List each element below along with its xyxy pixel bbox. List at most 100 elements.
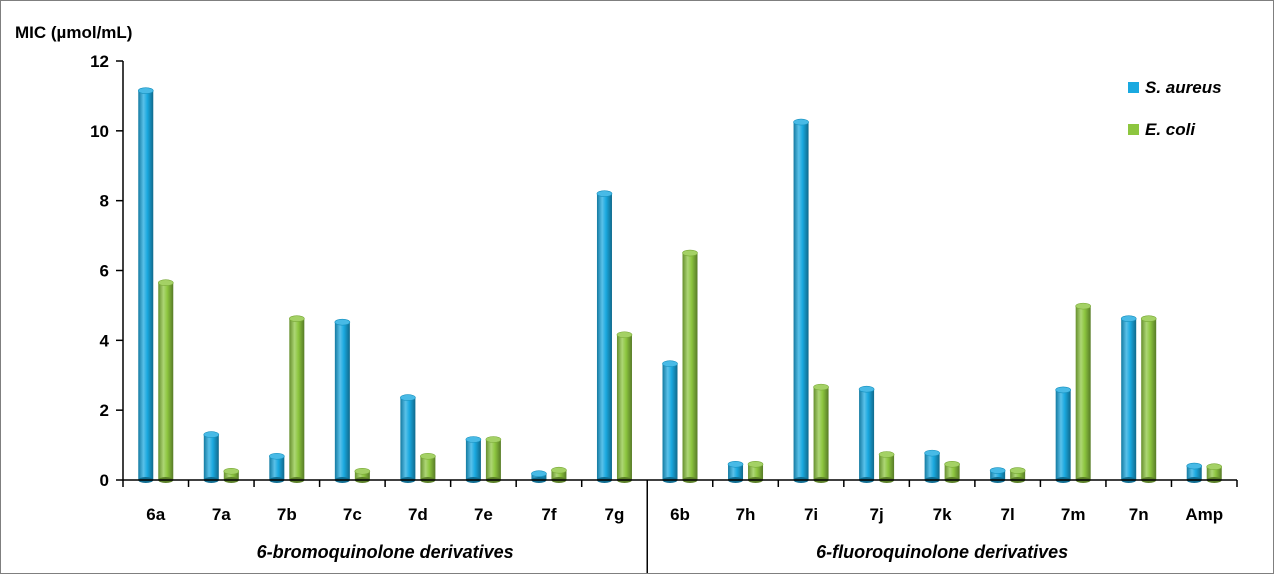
bar-top bbox=[727, 460, 744, 468]
bar-7j-e-coli bbox=[878, 451, 895, 483]
bar-top bbox=[878, 451, 895, 458]
legend-label: E. coli bbox=[1145, 120, 1196, 139]
legend-swatch bbox=[1128, 82, 1139, 93]
bar-top bbox=[1140, 315, 1157, 322]
x-tick-label: 7h bbox=[736, 505, 756, 524]
bar-top bbox=[400, 394, 416, 401]
bar-top bbox=[682, 249, 698, 257]
bar-body bbox=[596, 193, 612, 480]
bar-body bbox=[1206, 466, 1222, 480]
bar-7j-s-aureus bbox=[858, 385, 875, 483]
x-tick-label: 7c bbox=[343, 505, 362, 524]
x-tick-label: 7k bbox=[933, 505, 952, 524]
bar-body bbox=[1055, 389, 1071, 480]
x-tick-label: 7l bbox=[1001, 505, 1015, 524]
bar-top bbox=[1055, 386, 1071, 394]
bar-top bbox=[1075, 302, 1091, 310]
bar-6a-s-aureus bbox=[137, 87, 154, 483]
bar-top bbox=[662, 360, 678, 368]
bar-body bbox=[223, 471, 239, 480]
bar-body bbox=[859, 389, 875, 480]
y-tick-label: 10 bbox=[90, 122, 109, 141]
legend-label: S. aureus bbox=[1145, 78, 1222, 97]
bar-top bbox=[531, 470, 547, 478]
bar-body bbox=[138, 90, 154, 480]
bar-body bbox=[203, 434, 219, 480]
x-tick-label: 7n bbox=[1129, 505, 1149, 524]
bar-body bbox=[1186, 466, 1202, 480]
bar-7k-s-aureus bbox=[924, 449, 940, 483]
bar-top bbox=[465, 436, 482, 443]
bar-7e-e-coli bbox=[485, 436, 502, 483]
bar-top bbox=[269, 452, 285, 460]
bar-7a-e-coli bbox=[223, 467, 240, 483]
bar-top bbox=[747, 460, 764, 468]
bar-7g-s-aureus bbox=[596, 190, 613, 483]
bar-top bbox=[924, 449, 940, 457]
x-tick-label: Amp bbox=[1185, 505, 1223, 524]
y-tick-label: 8 bbox=[100, 192, 109, 211]
bar-top bbox=[157, 279, 174, 287]
bar-top bbox=[551, 466, 567, 474]
bar-6b-e-coli bbox=[682, 249, 698, 483]
bar-body bbox=[616, 334, 632, 480]
x-tick-label: 7m bbox=[1061, 505, 1086, 524]
bar-7b-e-coli bbox=[289, 315, 305, 483]
bar-top bbox=[289, 315, 305, 322]
bar-7f-s-aureus bbox=[531, 470, 547, 483]
bar-body bbox=[289, 318, 305, 480]
bar-body bbox=[990, 470, 1006, 480]
bar-body bbox=[158, 282, 174, 480]
bar-body bbox=[1010, 470, 1026, 480]
bar-7k-e-coli bbox=[944, 460, 960, 483]
x-tick-label: 6b bbox=[670, 505, 690, 524]
x-tick-label: 7f bbox=[541, 505, 556, 524]
bar-body bbox=[485, 439, 501, 480]
y-tick-label: 12 bbox=[90, 52, 109, 71]
bar-top bbox=[1186, 462, 1203, 470]
bar-top bbox=[420, 452, 436, 460]
bar-body bbox=[1121, 318, 1137, 480]
y-tick-label: 0 bbox=[100, 471, 109, 490]
bar-top bbox=[485, 436, 502, 443]
bar-body bbox=[728, 464, 744, 480]
bar-7m-e-coli bbox=[1075, 302, 1091, 483]
bar-7g-e-coli bbox=[616, 331, 633, 483]
bar-body bbox=[924, 453, 940, 480]
bar-7n-s-aureus bbox=[1120, 315, 1137, 483]
bar-7a-s-aureus bbox=[203, 431, 220, 483]
bar-body bbox=[1075, 306, 1091, 480]
x-axis: 6a 7a 7b 7c 7d 7e 7f 7g 6b 7h 7i 7j 7k 7l 7m 7n Amp 6-bro… bbox=[122, 479, 1238, 573]
x-tick-label: 7i bbox=[804, 505, 818, 524]
bar-body bbox=[662, 363, 678, 480]
y-axis: 0 2 4 6 8 10 12 bbox=[90, 52, 124, 490]
bar-top bbox=[596, 190, 613, 197]
bar-body bbox=[334, 322, 350, 480]
bars bbox=[137, 87, 1223, 483]
bar-body bbox=[465, 439, 481, 480]
bar-top bbox=[137, 87, 154, 94]
bar-body bbox=[682, 253, 698, 480]
x-tick-label: 6a bbox=[146, 505, 165, 524]
bar-7i-e-coli bbox=[813, 383, 829, 483]
bar-7i-s-aureus bbox=[793, 118, 809, 483]
x-tick-label: 7b bbox=[277, 505, 297, 524]
bar-6b-s-aureus bbox=[662, 360, 678, 483]
bar-7c-e-coli bbox=[354, 467, 371, 483]
bar-top bbox=[944, 460, 960, 468]
x-tick-label: 7a bbox=[212, 505, 231, 524]
bar-body bbox=[748, 464, 764, 480]
bar-top bbox=[354, 467, 371, 475]
x-tick-label: 7e bbox=[474, 505, 493, 524]
y-tick-label: 2 bbox=[100, 401, 109, 420]
bar-top bbox=[616, 331, 633, 339]
legend: S. aureus E. coli bbox=[1128, 78, 1222, 139]
bar-body bbox=[879, 454, 895, 480]
bar-top bbox=[989, 467, 1006, 474]
y-tick-label: 4 bbox=[100, 331, 110, 350]
y-tick-label: 6 bbox=[100, 262, 109, 281]
bar-body bbox=[269, 456, 285, 480]
bar-top bbox=[813, 383, 829, 391]
bar-top bbox=[223, 467, 240, 475]
